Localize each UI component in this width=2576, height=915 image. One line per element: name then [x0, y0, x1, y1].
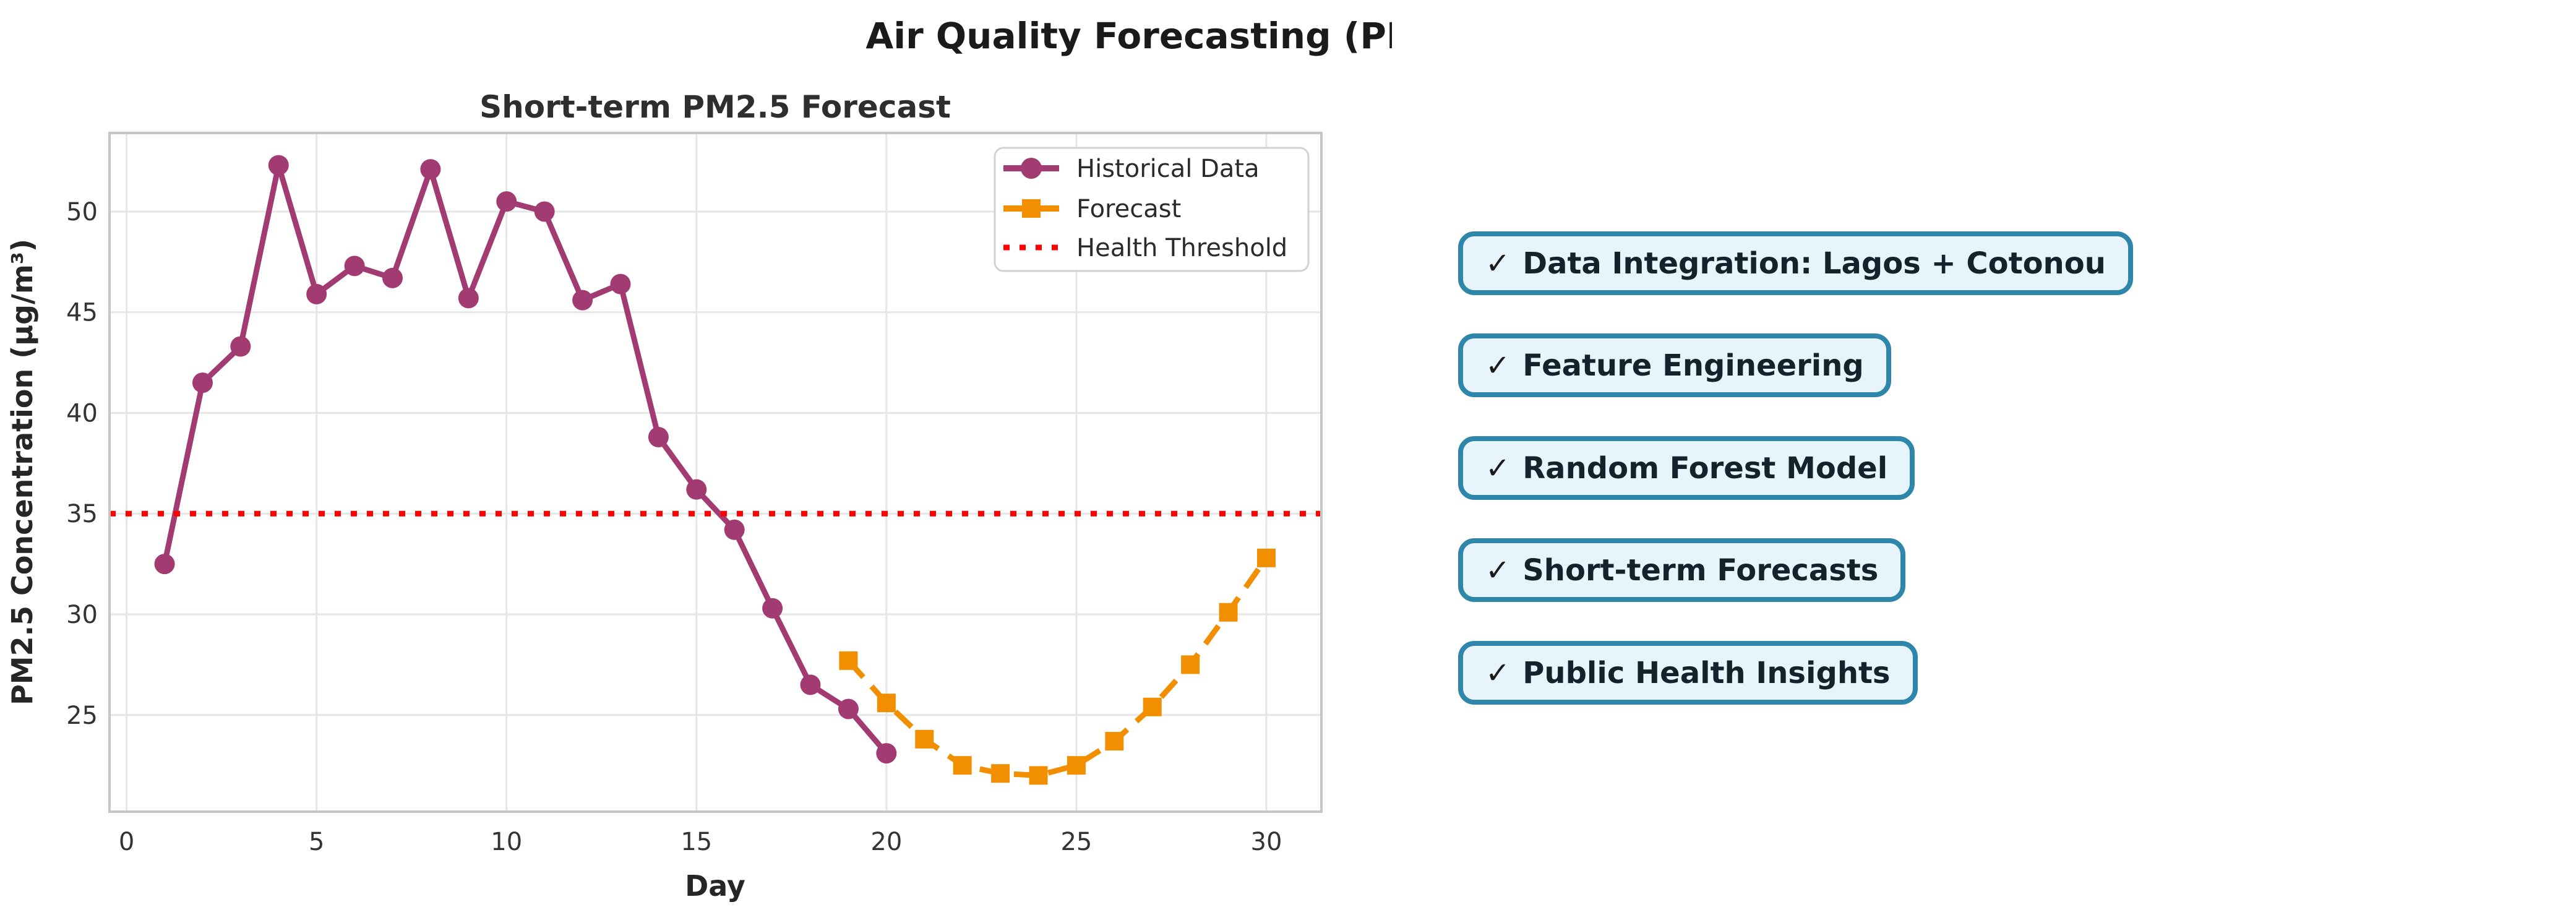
y-tick-label: 25	[66, 702, 98, 730]
x-tick-label: 5	[309, 828, 324, 856]
check-icon: ✓	[1485, 655, 1511, 690]
historical-marker	[154, 554, 175, 575]
historical-marker	[686, 479, 707, 500]
historical-marker	[192, 372, 213, 393]
forecast-marker	[877, 694, 896, 713]
historical-marker	[420, 159, 441, 180]
forecast-chart: 0 5 10 15 20 25 30 25 30 35 40 45 50 Air Quality For…	[6, 15, 1711, 903]
x-axis-label: Day	[685, 869, 745, 903]
historical-legend-marker	[1021, 158, 1042, 179]
check-icon: ✓	[1485, 246, 1511, 281]
historical-marker	[230, 336, 251, 357]
axis-layer: 0 5 10 15 20 25 30 25 30 35 40 45 50	[66, 132, 1323, 856]
check-icon: ✓	[1485, 348, 1511, 383]
y-tick-label: 45	[66, 299, 98, 327]
y-axis-label: PM2.5 Concentration (µg/m³)	[6, 239, 39, 705]
historical-marker	[572, 290, 593, 311]
x-tick-label: 20	[870, 828, 902, 856]
x-tick-label: 25	[1060, 828, 1092, 856]
legend-label-forecast: Forecast	[1076, 195, 1181, 223]
forecast-marker	[1105, 732, 1124, 751]
historical-marker	[458, 288, 479, 309]
legend-item-historical: Historical Data	[1003, 155, 1260, 183]
badge-label: Short-term Forecasts	[1522, 552, 1879, 588]
historical-marker	[382, 267, 403, 288]
series-layer	[109, 155, 1321, 785]
forecast-marker	[1029, 766, 1048, 785]
legend-item-forecast: Forecast	[1003, 195, 1181, 223]
forecast-marker	[991, 764, 1010, 783]
badge-label: Feature Engineering	[1522, 348, 1864, 383]
historical-marker	[648, 427, 669, 448]
legend-box	[994, 147, 1310, 272]
x-tick-label: 0	[119, 828, 134, 856]
badge-short-term-forecasts: ✓ Short-term Forecasts	[1458, 538, 1906, 602]
x-tick-label: 10	[491, 828, 522, 856]
check-icon: ✓	[1485, 450, 1511, 486]
y-tick-label: 40	[66, 399, 98, 427]
historical-marker	[306, 283, 327, 304]
historical-marker	[268, 155, 289, 176]
legend-label-threshold: Health Threshold	[1076, 234, 1287, 262]
historical-marker	[724, 519, 745, 540]
badge-data-integration: ✓ Data Integration: Lagos + Cotonou	[1458, 231, 2133, 295]
figure-title: Air Quality Forecasting (PM2.5) - Cotono…	[865, 15, 1392, 57]
forecast-marker	[1067, 756, 1086, 775]
badge-random-forest: ✓ Random Forest Model	[1458, 436, 1915, 500]
forecast-line	[846, 556, 1269, 778]
historical-marker	[496, 191, 517, 212]
y-tick-label: 50	[66, 198, 98, 226]
historical-marker	[838, 698, 859, 720]
milestone-badges: ✓ Data Integration: Lagos + Cotonou ✓ Fe…	[1458, 0, 2576, 915]
legend-item-threshold: Health Threshold	[1003, 234, 1287, 262]
badge-label: Random Forest Model	[1522, 450, 1888, 486]
x-tick-label: 30	[1251, 828, 1282, 856]
x-tick-label: 15	[680, 828, 712, 856]
forecast-marker	[1181, 655, 1200, 674]
historical-marker	[876, 743, 897, 764]
legend: Historical Data Forecast Health Threshol…	[994, 147, 1310, 272]
forecast-legend-marker	[1022, 199, 1041, 218]
forecast-marker	[915, 729, 934, 749]
y-tick-label: 35	[66, 500, 98, 528]
badge-feature-engineering: ✓ Feature Engineering	[1458, 333, 1891, 397]
y-tick-label: 30	[66, 601, 98, 629]
check-icon: ✓	[1485, 552, 1511, 588]
chart-title: Short-term PM2.5 Forecast	[479, 89, 951, 125]
forecast-marker	[1143, 697, 1162, 716]
forecast-marker	[1256, 548, 1276, 567]
historical-line	[161, 162, 889, 755]
forecast-marker	[953, 756, 972, 775]
historical-marker	[800, 674, 821, 695]
badge-label: Public Health Insights	[1522, 655, 1891, 690]
plot-border	[108, 132, 1323, 813]
historical-marker	[534, 201, 555, 222]
historical-marker	[762, 598, 783, 619]
badge-public-health: ✓ Public Health Insights	[1458, 641, 1918, 705]
forecast-marker	[1219, 603, 1238, 622]
historical-marker	[610, 273, 631, 294]
badge-label: Data Integration: Lagos + Cotonou	[1522, 246, 2106, 281]
legend-label-historical: Historical Data	[1076, 155, 1260, 183]
historical-marker	[344, 256, 365, 277]
forecast-marker	[839, 651, 858, 670]
